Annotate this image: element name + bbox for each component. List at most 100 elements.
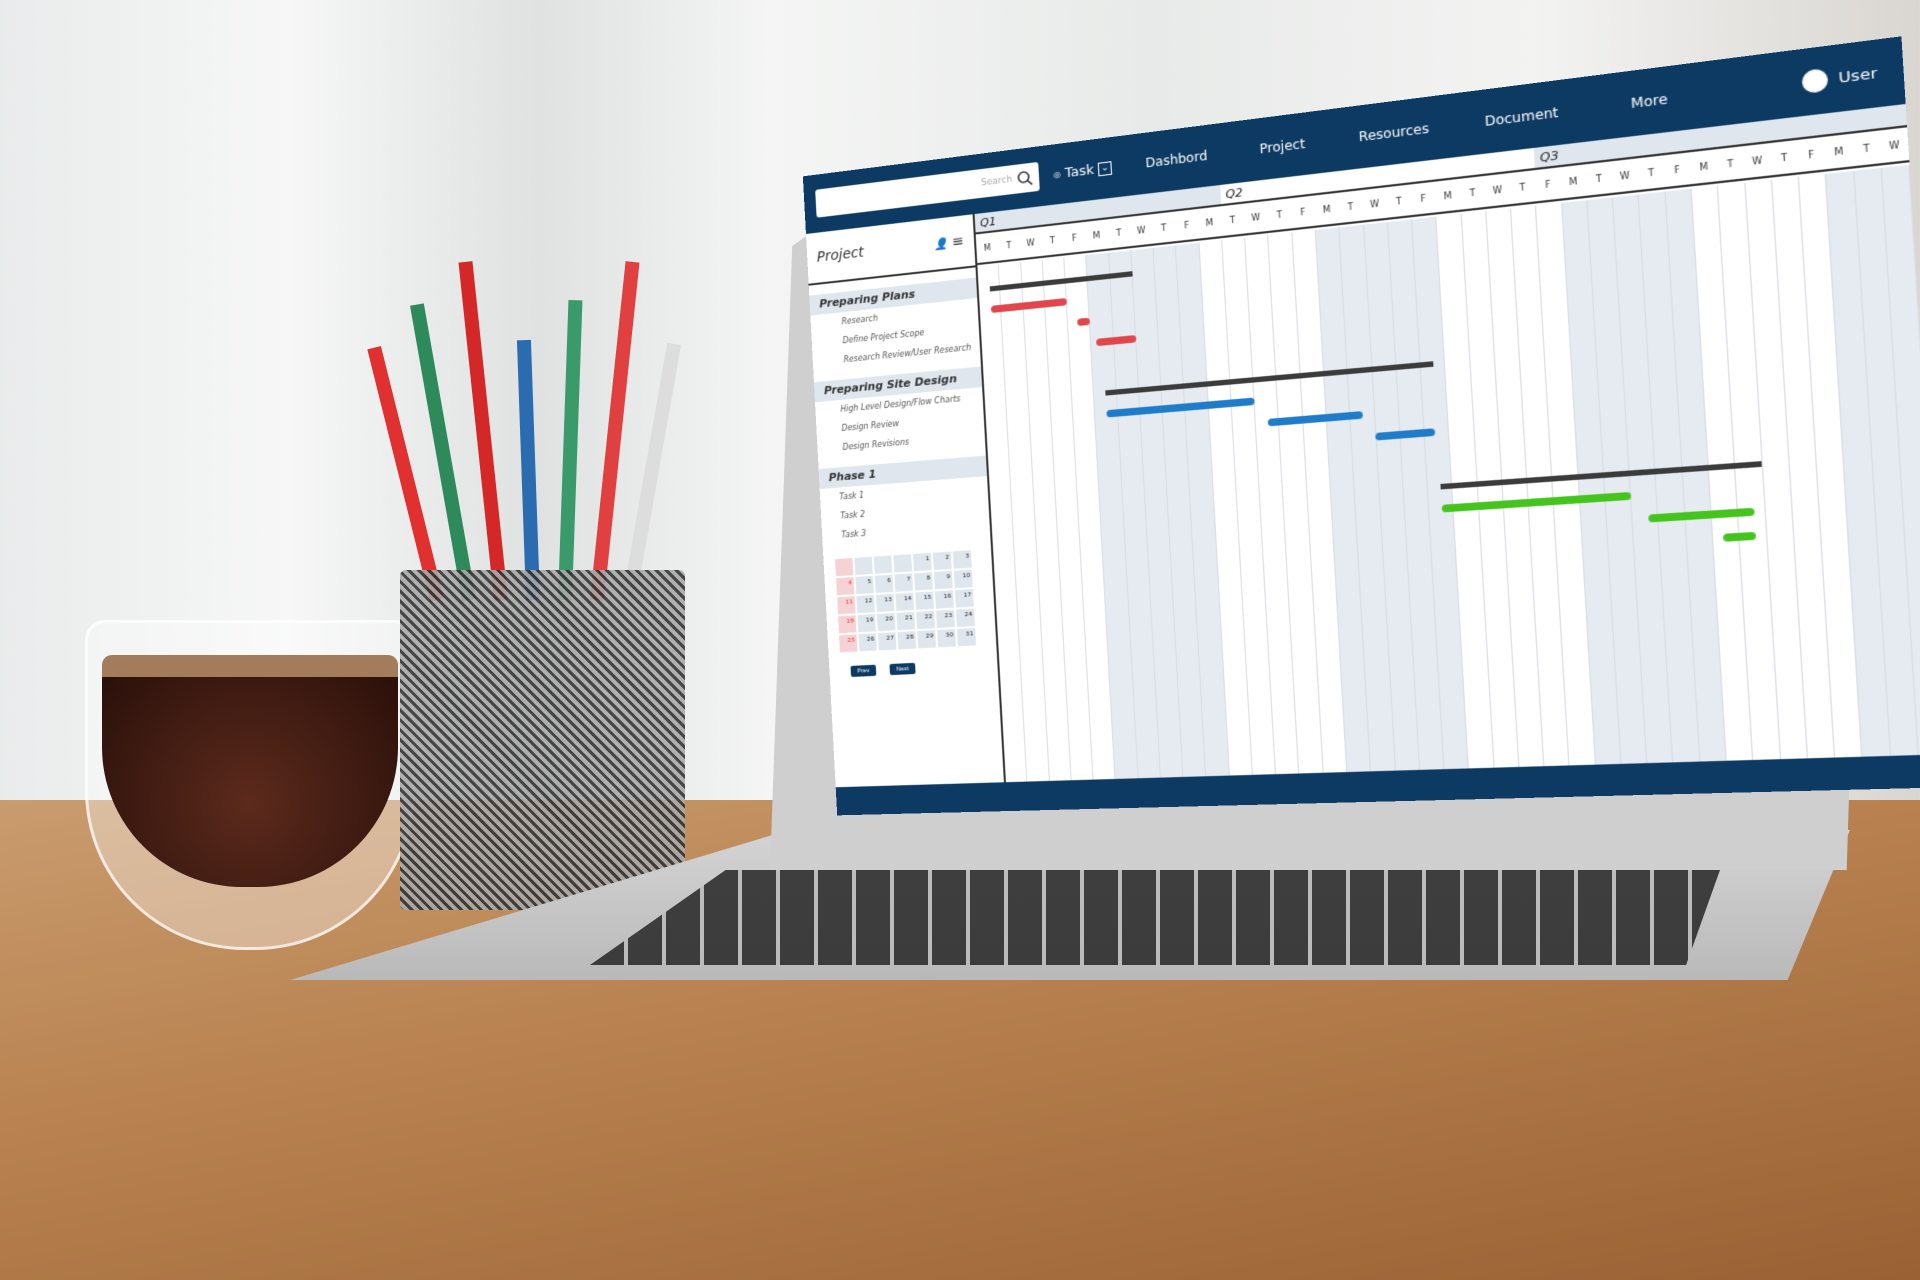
search-placeholder: Search bbox=[980, 174, 1013, 189]
calendar-day[interactable]: 21 bbox=[896, 611, 916, 631]
day-label: T bbox=[1395, 196, 1402, 207]
search-icon[interactable] bbox=[1016, 169, 1033, 187]
pencil bbox=[622, 342, 682, 602]
nav-dashboard[interactable]: Dashbord bbox=[1145, 148, 1208, 171]
day-label: F bbox=[1071, 233, 1078, 244]
calendar-day[interactable]: 25 bbox=[839, 634, 858, 653]
calendar-empty-cell bbox=[835, 558, 854, 577]
person-icon[interactable]: 👤 bbox=[933, 236, 949, 252]
calendar-day[interactable]: 1 bbox=[913, 552, 932, 572]
calendar-day[interactable]: 18 bbox=[838, 615, 857, 634]
laptop-screen: Search ◎ Task ⌄ Dashbord Project Resourc… bbox=[802, 36, 1920, 816]
task-bar[interactable] bbox=[1441, 491, 1632, 513]
day-label: M bbox=[1443, 190, 1453, 202]
sidebar-title: Project bbox=[816, 244, 865, 266]
calendar-day[interactable]: 2 bbox=[932, 551, 952, 571]
calendar-day[interactable]: 23 bbox=[936, 609, 955, 629]
calendar-empty-cell bbox=[893, 554, 913, 573]
day-label: M bbox=[1834, 146, 1844, 158]
calendar-day[interactable]: 24 bbox=[955, 608, 976, 627]
calendar-day[interactable]: 11 bbox=[837, 596, 856, 615]
calendar-empty-cell bbox=[854, 556, 873, 575]
calendar-day[interactable]: 9 bbox=[933, 570, 953, 590]
user-menu[interactable]: User bbox=[1801, 62, 1878, 95]
day-label: W bbox=[1251, 212, 1261, 224]
calendar-day[interactable]: 3 bbox=[952, 550, 972, 569]
task-bar[interactable] bbox=[1095, 335, 1137, 347]
task-bar[interactable] bbox=[1267, 411, 1363, 427]
day-label: T bbox=[1862, 143, 1870, 155]
day-label: T bbox=[1780, 152, 1788, 164]
calendar-day[interactable]: 14 bbox=[895, 592, 915, 611]
calendar-day[interactable]: 5 bbox=[855, 575, 874, 595]
day-label: T bbox=[1726, 158, 1734, 170]
summary-bar[interactable] bbox=[1105, 361, 1434, 396]
day-label: M bbox=[983, 243, 991, 254]
day-label: T bbox=[1276, 210, 1283, 221]
calendar-day[interactable]: 27 bbox=[877, 632, 897, 651]
task-bar[interactable] bbox=[1723, 531, 1757, 542]
coffee bbox=[102, 655, 398, 887]
calendar-day[interactable]: 26 bbox=[858, 633, 877, 652]
calendar-day[interactable]: 30 bbox=[937, 629, 957, 648]
pencil-holder bbox=[400, 570, 685, 910]
summary-bar[interactable] bbox=[1439, 460, 1763, 490]
user-avatar-icon bbox=[1801, 67, 1830, 95]
day-label: W bbox=[1888, 139, 1900, 152]
prev-button[interactable]: Prev bbox=[850, 664, 877, 677]
calendar: 1 2 3 4 5 6 7 8 9 10 11 12 13 14 15 16 17 18 19 20 21 22 23 24 2… bbox=[835, 549, 996, 653]
calendar-day[interactable]: 28 bbox=[897, 631, 917, 650]
calendar-day[interactable]: 20 bbox=[876, 613, 896, 632]
calendar-day[interactable]: 6 bbox=[874, 574, 894, 593]
next-button[interactable]: Next bbox=[889, 662, 916, 676]
calendar-day[interactable]: 4 bbox=[836, 577, 855, 596]
task-dropdown[interactable]: ◎ Task ⌄ bbox=[1053, 160, 1113, 183]
day-label: T bbox=[1049, 235, 1056, 246]
nav-resources[interactable]: Resources bbox=[1358, 120, 1430, 145]
calendar-day[interactable]: 8 bbox=[914, 572, 933, 591]
calendar-day[interactable]: 15 bbox=[915, 591, 934, 610]
day-label: T bbox=[1347, 201, 1354, 213]
calendar-day[interactable]: 29 bbox=[917, 630, 937, 649]
coffee-cup bbox=[85, 620, 415, 950]
calendar-day[interactable]: 10 bbox=[953, 569, 973, 589]
calendar-day[interactable]: 19 bbox=[857, 614, 876, 633]
day-label: T bbox=[1161, 223, 1167, 234]
calendar-day[interactable]: 12 bbox=[856, 595, 875, 614]
day-label: T bbox=[1469, 188, 1476, 199]
task-bar[interactable] bbox=[1647, 507, 1755, 523]
day-label: T bbox=[1595, 173, 1603, 185]
calendar-empty-cell bbox=[873, 555, 893, 574]
task-bar[interactable] bbox=[1076, 317, 1091, 327]
calendar-day[interactable]: 17 bbox=[954, 589, 974, 608]
day-label: M bbox=[1322, 204, 1331, 216]
keyboard bbox=[590, 870, 1720, 965]
nav-document[interactable]: Document bbox=[1484, 104, 1559, 130]
day-label: W bbox=[1619, 170, 1631, 182]
day-label: W bbox=[1492, 185, 1503, 197]
nav-more[interactable]: More bbox=[1630, 91, 1669, 112]
calendar-day[interactable]: 13 bbox=[875, 593, 895, 613]
chevron-down-icon[interactable]: ⌄ bbox=[1097, 160, 1113, 176]
day-label: W bbox=[1369, 199, 1380, 210]
radio-icon: ◎ bbox=[1053, 169, 1061, 180]
day-label: W bbox=[1026, 238, 1035, 249]
nav-project[interactable]: Project bbox=[1259, 136, 1306, 157]
day-label: T bbox=[1229, 215, 1236, 226]
day-label: F bbox=[1544, 179, 1551, 191]
day-label: T bbox=[1519, 182, 1526, 194]
calendar-day[interactable]: 7 bbox=[894, 573, 914, 592]
summary-bar[interactable] bbox=[989, 271, 1133, 292]
day-label: M bbox=[1699, 161, 1709, 173]
task-label: Task bbox=[1064, 161, 1095, 181]
day-label: T bbox=[1006, 240, 1012, 251]
day-label: T bbox=[1115, 228, 1122, 239]
calendar-day[interactable]: 16 bbox=[934, 590, 954, 609]
calendar-day[interactable]: 31 bbox=[957, 628, 977, 647]
menu-icon[interactable]: ≡ bbox=[951, 232, 965, 251]
task-bar[interactable] bbox=[990, 297, 1067, 314]
task-bar[interactable] bbox=[1375, 428, 1435, 441]
day-label: F bbox=[1300, 207, 1306, 218]
calendar-day[interactable]: 22 bbox=[916, 610, 935, 630]
task-bar[interactable] bbox=[1106, 397, 1255, 418]
